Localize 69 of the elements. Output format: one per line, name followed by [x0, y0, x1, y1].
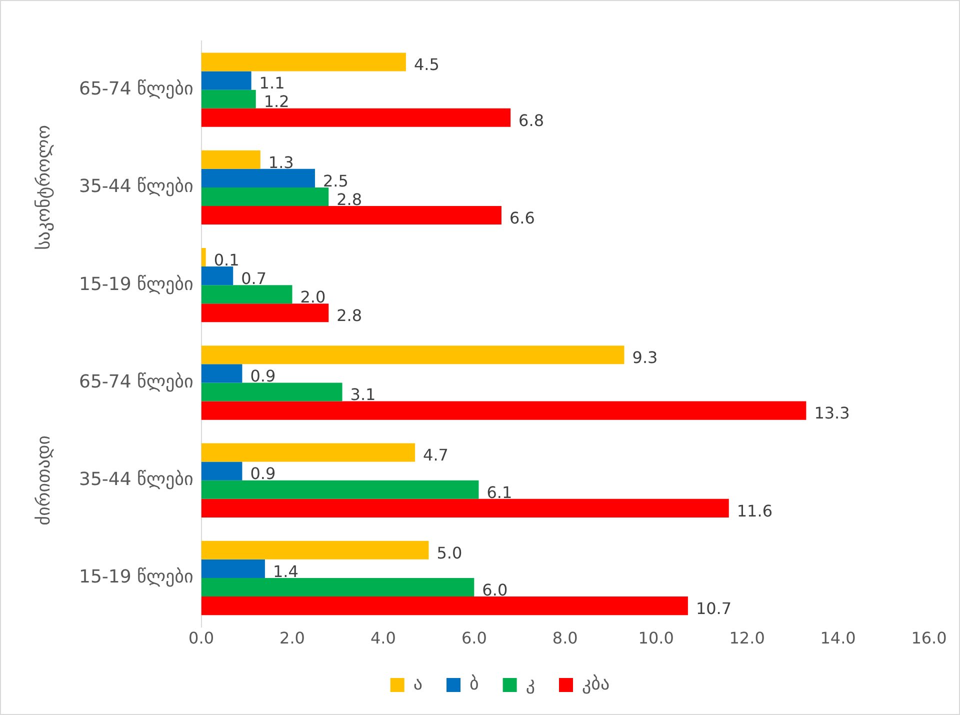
data-label: 10.7: [696, 598, 732, 618]
data-label: 1.3: [268, 152, 294, 172]
data-label: 6.6: [509, 208, 535, 228]
x-tick-label: 4.0: [370, 628, 396, 648]
bar: [201, 443, 416, 462]
x-tick-label: 8.0: [552, 628, 578, 648]
x-tick-label: 14.0: [820, 628, 856, 648]
bar: [201, 401, 806, 420]
data-label: 0.9: [250, 464, 276, 484]
data-label: 1.4: [272, 562, 298, 581]
bar: [201, 285, 292, 304]
bar: [201, 559, 265, 578]
bar: [201, 480, 479, 499]
text: საკონტროლო: [34, 125, 55, 250]
bar: [201, 150, 260, 169]
text: ძირითადი: [34, 435, 55, 526]
bar: [201, 346, 624, 364]
bar: [201, 364, 242, 383]
bar: [201, 71, 252, 90]
data-label: 1.2: [264, 92, 290, 112]
y-tick-label: 15-19 წლები: [78, 274, 194, 295]
data-label: 0.9: [250, 366, 276, 386]
bar: [201, 498, 729, 518]
bar: [201, 206, 502, 225]
data-label: 11.6: [736, 501, 772, 520]
bar: [201, 382, 342, 402]
x-tick-label: 2.0: [280, 628, 305, 648]
data-label: 2.5: [322, 171, 348, 190]
x-tick-label: 6.0: [461, 628, 487, 648]
data-label: 2.8: [336, 306, 362, 326]
x-tick-label: 0.0: [188, 628, 214, 648]
data-label: 1.1: [259, 74, 285, 93]
y-tick-label: 15-19 წლები: [78, 566, 194, 588]
bar: [201, 266, 234, 286]
bar: [201, 187, 329, 206]
data-label: 9.3: [632, 348, 658, 368]
data-label: 4.7: [423, 446, 448, 465]
bar: [201, 52, 406, 72]
legend-label: კ: [526, 674, 536, 695]
data-label: 6.0: [482, 580, 508, 600]
bar: [201, 248, 206, 267]
x-tick-label: 12.0: [729, 628, 765, 648]
x-tick-label: 16.0: [911, 628, 947, 648]
data-label: 2.8: [336, 190, 362, 209]
data-label: 0.7: [241, 268, 267, 288]
data-label: 3.1: [350, 385, 376, 404]
data-label: 4.5: [414, 55, 440, 74]
legend-label: ბ: [470, 674, 479, 695]
bar: [201, 578, 474, 597]
data-label: 13.3: [814, 404, 850, 423]
data-label: 2.0: [300, 288, 326, 307]
data-label: 6.1: [486, 482, 512, 502]
bar: [201, 168, 315, 188]
bar: [201, 596, 688, 616]
data-label: 5.0: [436, 543, 462, 562]
bar: [201, 462, 242, 480]
data-label: 6.8: [518, 110, 544, 130]
bar: [201, 540, 429, 560]
data-label: 0.1: [214, 250, 240, 270]
legend-label: ა: [413, 674, 422, 695]
y-tick-label: 35-44 წლები: [78, 176, 194, 198]
y-tick-label: 65-74 წლები: [78, 371, 194, 392]
bar: [201, 108, 511, 127]
bar: [201, 90, 256, 108]
y-tick-label: 35-44 წლები: [78, 469, 194, 490]
legend-label: კბა: [582, 674, 610, 695]
y-tick-label: 65-74 წლები: [78, 78, 194, 100]
x-tick-label: 10.0: [638, 628, 674, 648]
bar: [201, 304, 329, 322]
